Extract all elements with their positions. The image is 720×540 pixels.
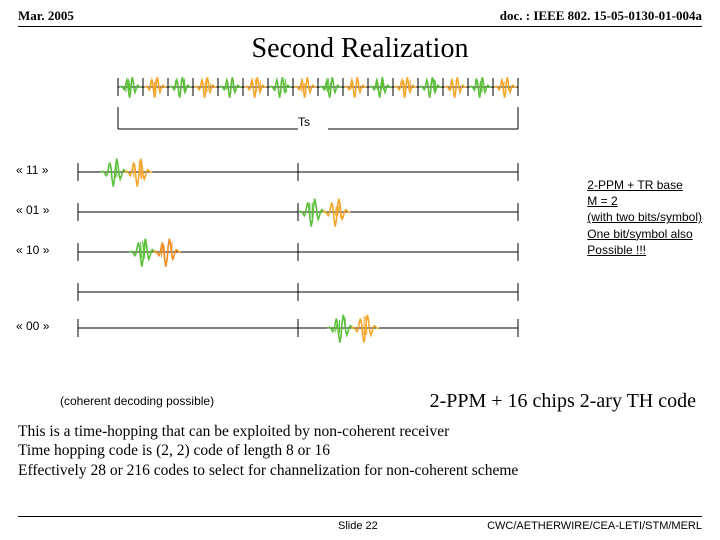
note-scheme: 2-PPM + 16 chips 2-ary TH code (430, 390, 696, 413)
note-coherent: (coherent decoding possible) (60, 394, 214, 408)
body-l2: Effectively 28 or 216 codes to select fo… (18, 461, 518, 480)
row-00 (18, 309, 578, 347)
side-l0: 2-PPM + TR base (587, 177, 702, 193)
footer-org: CWC/AETHERWIRE/CEA-LETI/STM/MERL (487, 520, 702, 532)
diagram: Ts « 11 » « 01 » « 10 » « 00 » 2-PPM + T… (18, 67, 702, 367)
body-text: This is a time-hopping that can be explo… (18, 422, 518, 480)
row-10 (18, 233, 578, 271)
header-doc: doc. : IEEE 802. 15-05-0130-01-004a (500, 8, 702, 24)
footer-slide: Slide 22 (338, 520, 378, 532)
body-l0: This is a time-hopping that can be explo… (18, 422, 518, 441)
side-annotation: 2-PPM + TR base M = 2 (with two bits/sym… (587, 177, 702, 258)
side-l3: One bit/symbol also (587, 226, 702, 242)
header-date: Mar. 2005 (18, 8, 74, 24)
body-l1: Time hopping code is (2, 2) code of leng… (18, 441, 518, 460)
side-l4: Possible !!! (587, 242, 702, 258)
side-l2: (with two bits/symbol) (587, 209, 702, 225)
page-title: Second Realization (0, 33, 720, 65)
header-rule (18, 26, 702, 27)
row-10b (18, 273, 578, 311)
ts-label: Ts (298, 115, 310, 129)
row-01 (18, 193, 578, 231)
footer-rule (18, 516, 702, 517)
side-l1: M = 2 (587, 193, 702, 209)
row-11 (18, 153, 578, 191)
footer: Slide 22 CWC/AETHERWIRE/CEA-LETI/STM/MER… (18, 516, 702, 532)
top-pulse-train (18, 67, 578, 107)
